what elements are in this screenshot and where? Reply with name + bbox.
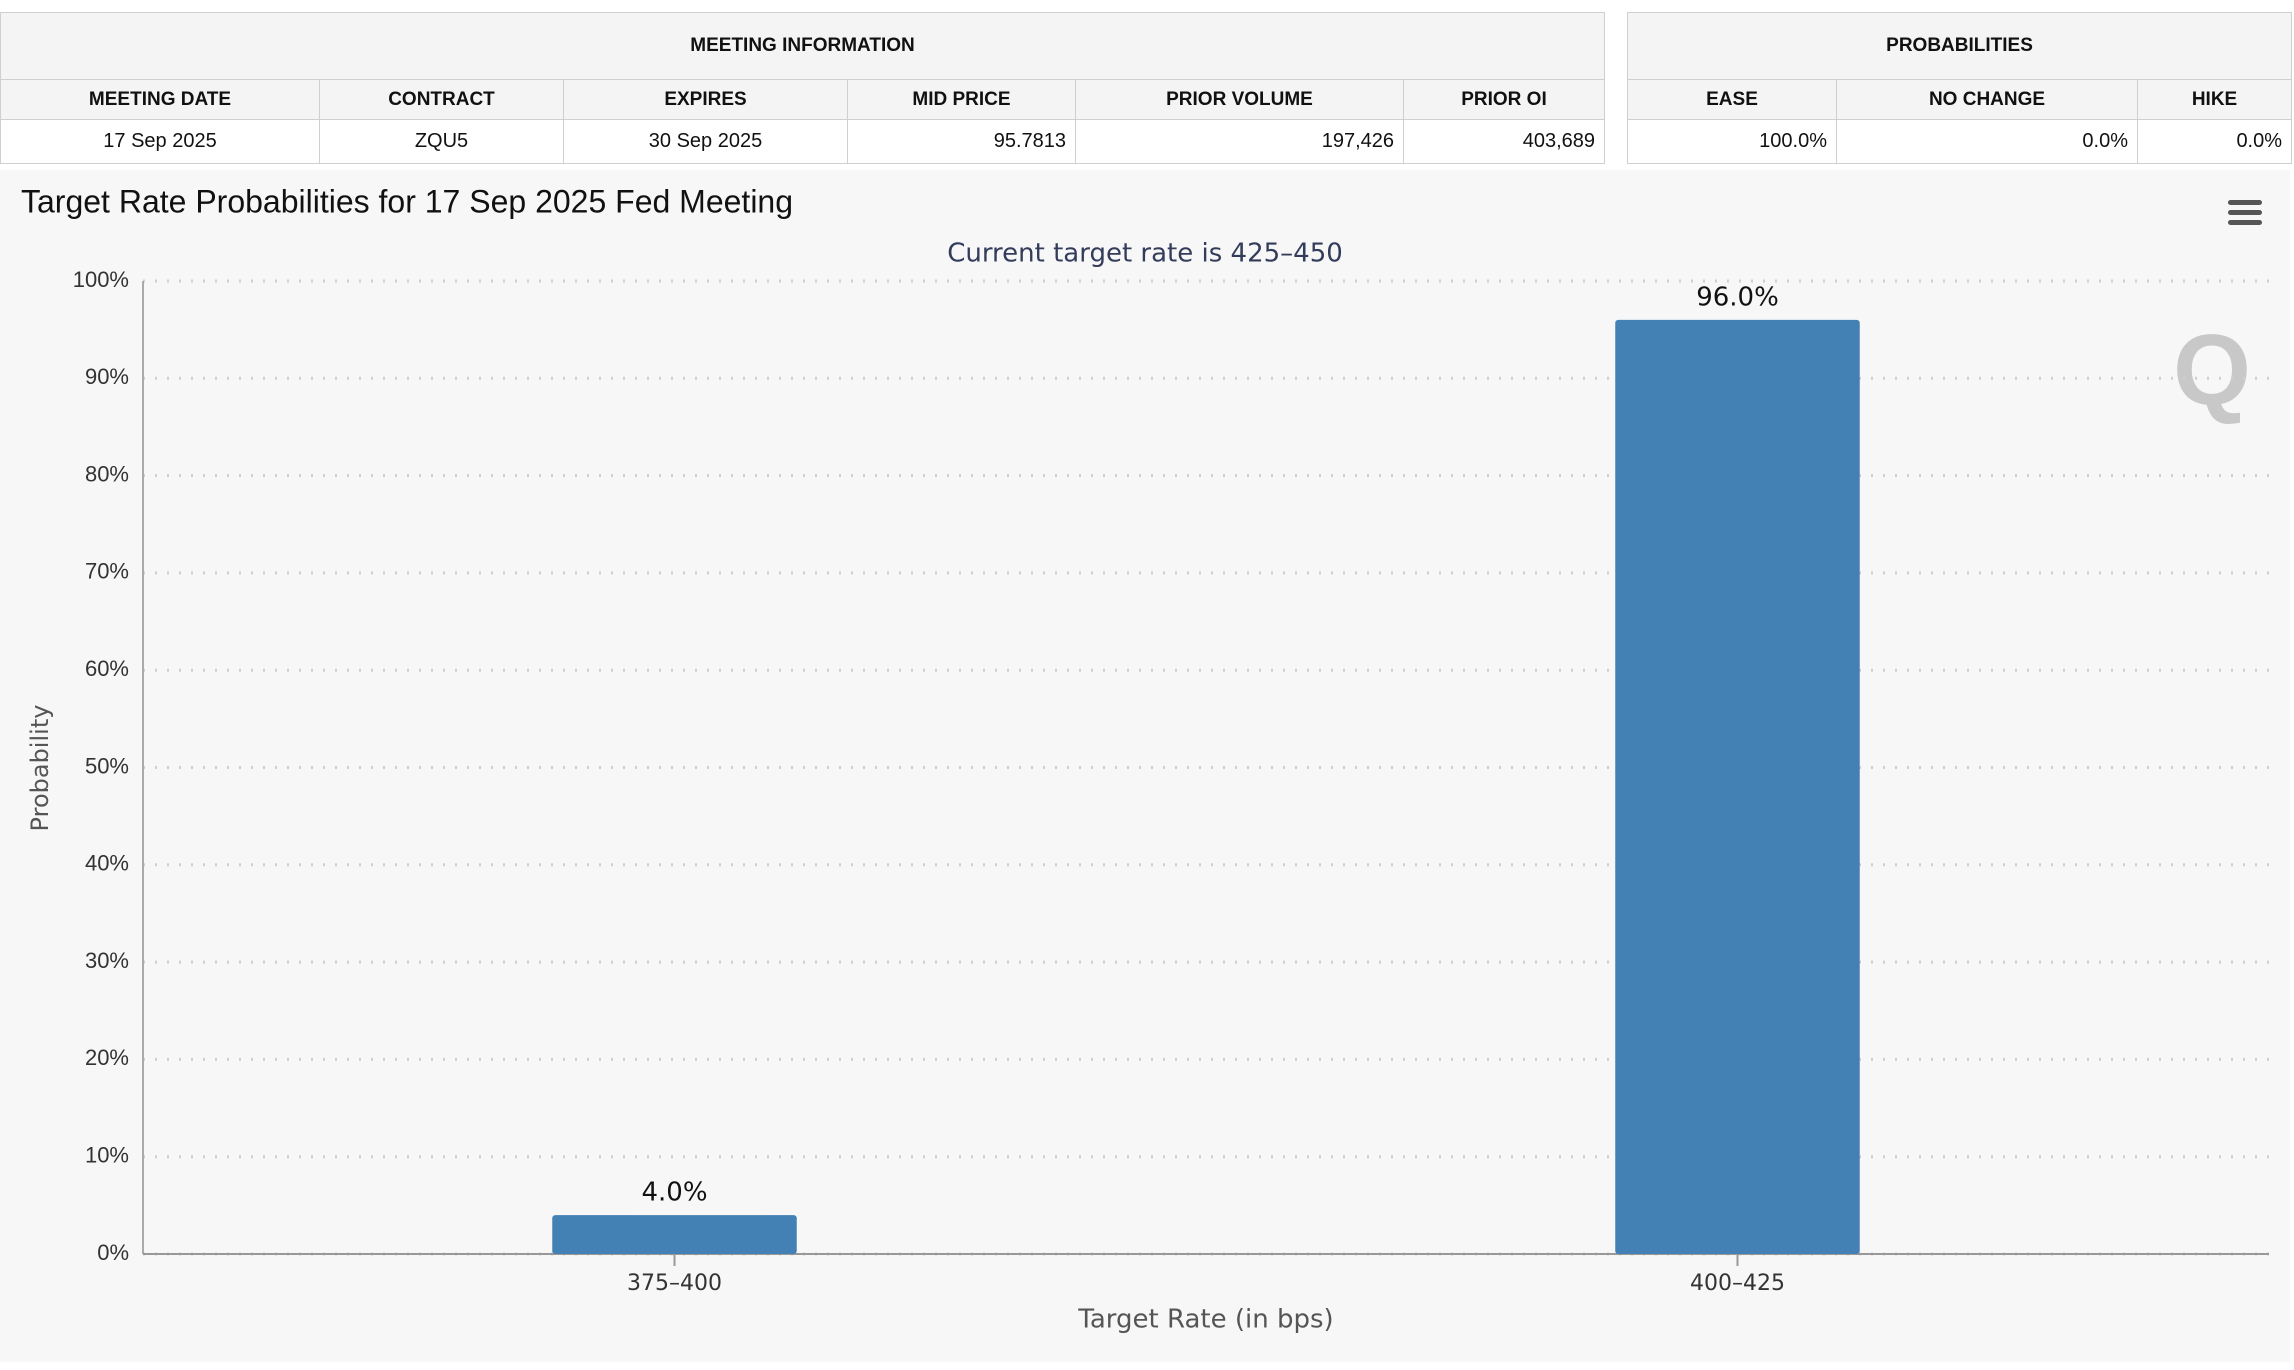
chart-background [0, 170, 2290, 1362]
y-tick-label: 100% [73, 267, 129, 292]
column-header: NO CHANGE [1836, 79, 2138, 120]
y-tick-label: 60% [85, 656, 129, 681]
table-cell: 0.0% [1836, 119, 2138, 164]
table-cell: 0.0% [2136, 119, 2293, 164]
y-tick-label: 10% [85, 1143, 129, 1168]
y-tick-label: 80% [85, 461, 129, 486]
chart-subtitle: Current target rate is 425–450 [947, 239, 1343, 269]
chart-title: Target Rate Probabilities for 17 Sep 202… [21, 183, 793, 219]
table-cell: 100.0% [1627, 119, 1837, 164]
table-cell: 197,426 [1075, 119, 1404, 164]
probabilities-table: PROBABILITIES EASE NO CHANGE HIKE 100.0% 0.… [1626, 12, 2293, 164]
x-tick-label: 375–400 [627, 1271, 722, 1296]
data-label: 96.0% [1696, 282, 1779, 312]
y-tick-label: 40% [85, 851, 129, 876]
table-title: MEETING INFORMATION [0, 12, 1605, 80]
table-cell: 17 Sep 2025 [0, 119, 320, 164]
table-cell: 403,689 [1403, 119, 1605, 164]
y-tick-label: 70% [85, 559, 129, 584]
column-header: MEETING DATE [0, 79, 320, 120]
y-tick-label: 0% [97, 1240, 129, 1265]
menu-button[interactable] [2228, 200, 2262, 225]
bar [1615, 319, 1860, 1254]
table-cell: 30 Sep 2025 [563, 119, 848, 164]
column-header: EXPIRES [563, 79, 848, 120]
y-tick-label: 50% [85, 753, 129, 778]
column-header: HIKE [2136, 79, 2293, 120]
x-tick-label: 400–425 [1690, 1271, 1785, 1296]
y-tick-label: 90% [85, 364, 129, 389]
column-header: PRIOR OI [1403, 79, 1605, 120]
table-cell: ZQU5 [319, 119, 564, 164]
table-title: PROBABILITIES [1626, 12, 2293, 80]
y-tick-label: 30% [85, 948, 129, 973]
meeting-table: MEETING INFORMATION MEETING DATE CONTRACT… [0, 12, 1605, 164]
bar [552, 1215, 797, 1254]
column-header: PRIOR VOLUME [1075, 79, 1404, 120]
chart: Target Rate Probabilities for 17 Sep 202… [0, 170, 2290, 1362]
watermark-logo: Q [2173, 314, 2251, 426]
column-header: EASE [1627, 79, 1837, 120]
column-header: CONTRACT [319, 79, 564, 120]
column-header: MID PRICE [847, 79, 1076, 120]
table-cell: 95.7813 [847, 119, 1076, 164]
data-label: 4.0% [641, 1178, 707, 1208]
y-tick-label: 20% [85, 1045, 129, 1070]
y-axis-label: Probability [26, 705, 54, 832]
x-axis-label: Target Rate (in bps) [1077, 1305, 1333, 1335]
